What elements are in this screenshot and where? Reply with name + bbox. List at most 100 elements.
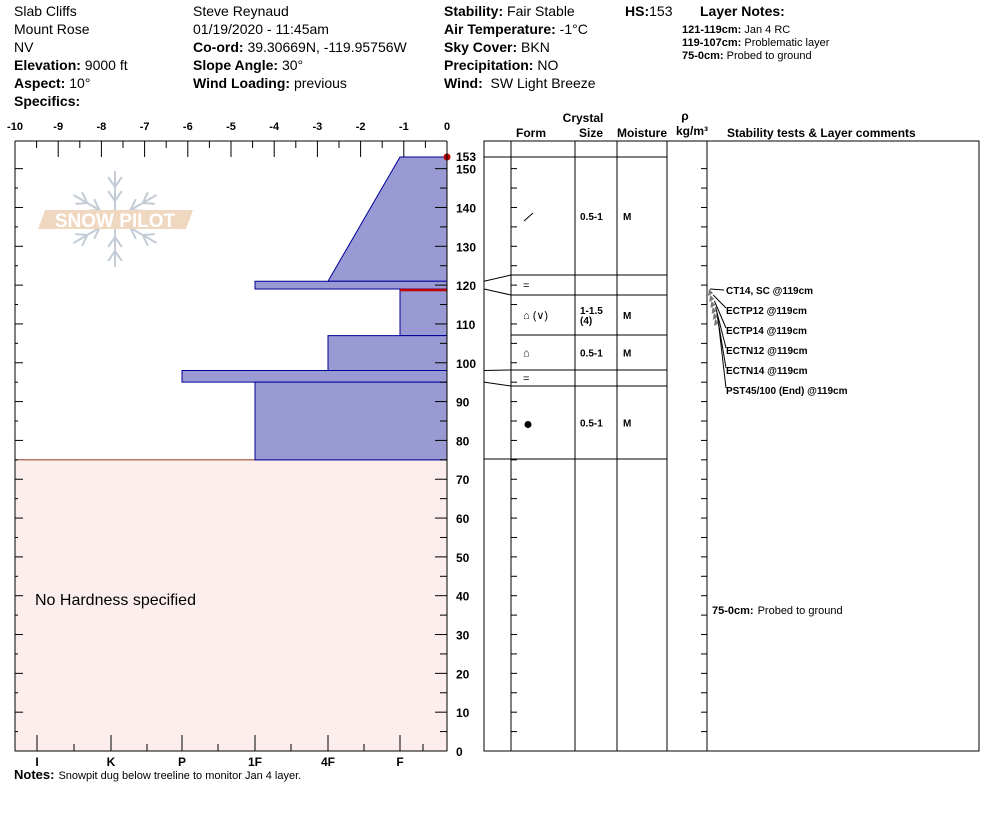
form-rounds-icon xyxy=(524,421,532,428)
aspect: Aspect: 10° xyxy=(14,75,91,91)
precipitation: Precipitation: NO xyxy=(444,57,559,73)
moisture-value: M xyxy=(623,419,631,430)
x-tick-label: -3 xyxy=(313,121,323,133)
snowpilot-logo: SNOW PILOT xyxy=(38,171,193,267)
test-arrowhead xyxy=(712,313,718,320)
moisture-value: M xyxy=(623,349,631,360)
layer-note: 75-0cm: Probed to ground xyxy=(682,50,812,62)
layer-connector xyxy=(483,381,512,387)
depth-label: 130 xyxy=(456,240,476,254)
hardness-label: P xyxy=(178,755,186,769)
layer-notes-title: Layer Notes: xyxy=(700,3,785,19)
depth-label: 60 xyxy=(456,512,470,526)
snowflake-branch xyxy=(93,227,101,240)
form-symbol: = xyxy=(523,373,529,385)
area: Mount Rose xyxy=(14,21,90,37)
layer-connector xyxy=(483,288,512,296)
depth-label: 100 xyxy=(456,357,476,371)
wind: Wind: SW Light Breeze xyxy=(444,75,596,91)
x-tick-label: 0 xyxy=(444,121,450,133)
x-tick-label: -9 xyxy=(53,121,63,133)
snowflake-branch xyxy=(142,233,155,236)
snowflake-branch xyxy=(107,176,116,188)
test-arrow xyxy=(713,300,727,329)
form-symbol: ⌂ (∨) xyxy=(523,310,548,322)
datetime: 01/19/2020 - 11:45am xyxy=(193,21,329,37)
depth-label: 30 xyxy=(456,629,470,643)
hardness-label: I xyxy=(35,755,38,769)
hardness-label: 4F xyxy=(321,755,335,769)
test-arrow xyxy=(717,318,727,389)
depth-label: 50 xyxy=(456,551,470,565)
snowflake-branch xyxy=(114,176,123,188)
elevation: Elevation: 9000 ft xyxy=(14,57,128,73)
moisture-value: M xyxy=(623,212,631,223)
test-arrowhead xyxy=(708,289,713,296)
snowflake-branch xyxy=(75,202,88,205)
x-tick-label: -5 xyxy=(226,121,236,133)
depth-label: 110 xyxy=(456,318,476,332)
logo-text: SNOW PILOT xyxy=(55,211,176,232)
x-tick-label: -1 xyxy=(399,121,409,133)
hardness-label: 1F xyxy=(248,755,262,769)
sky-cover: Sky Cover: BKN xyxy=(444,39,550,55)
snowflake-branch xyxy=(75,233,88,236)
depth-label: 40 xyxy=(456,590,470,604)
size-value: 0.5-1 xyxy=(580,212,603,223)
hardness-layer xyxy=(254,280,448,290)
snowflake-branch xyxy=(129,227,137,240)
hardness-label: F xyxy=(396,755,403,769)
snowflake-branch xyxy=(81,234,89,247)
layer-connector xyxy=(483,274,512,282)
snowflake-branch xyxy=(141,234,149,247)
hs-label: 153 xyxy=(456,150,476,164)
stability-test: ECTP14 @119cm xyxy=(726,326,807,337)
layer-table xyxy=(483,140,980,752)
no-hardness-text: No Hardness specified xyxy=(35,592,196,609)
col-moisture: Moisture xyxy=(617,126,667,140)
hardness-layer xyxy=(181,370,448,383)
layer-note: 121-119cm: Jan 4 RC xyxy=(682,24,791,36)
layer-note: 119-107cm: Problematic layer xyxy=(682,37,830,49)
hardness-layer xyxy=(254,381,448,461)
snowflake-branch xyxy=(107,236,116,248)
depth-label: 150 xyxy=(456,163,476,177)
snowflake-branch xyxy=(141,191,149,204)
test-arrow xyxy=(712,294,727,309)
notes: Notes: Snowpit dug below treeline to moni… xyxy=(14,767,301,782)
col-crystal: Crystal xyxy=(563,111,604,125)
air-temperature: Air Temperature: -1°C xyxy=(444,21,588,37)
observer: Steve Reynaud xyxy=(193,3,289,19)
hardness-layer xyxy=(327,156,448,282)
col-comments: Stability tests & Layer comments xyxy=(727,126,916,140)
depth-label: 120 xyxy=(456,279,476,293)
stability-test: ECTN14 @119cm xyxy=(726,366,808,377)
location: Slab Cliffs xyxy=(14,3,77,19)
snowflake-branch xyxy=(129,198,137,211)
test-arrowhead xyxy=(714,319,719,326)
depth-label: 20 xyxy=(456,667,470,681)
stability-test: CT14, SC @119cm xyxy=(726,286,813,297)
snowflake-branch xyxy=(114,236,123,248)
x-tick-label: -7 xyxy=(140,121,150,133)
size-value: (4) xyxy=(580,316,592,327)
specifics: Specifics: xyxy=(14,93,81,109)
layer-comment: 75-0cm: Probed to ground xyxy=(712,605,843,617)
test-arrowhead xyxy=(710,301,716,308)
hardness-layer xyxy=(399,288,448,337)
size-value: 1-1.5 xyxy=(580,306,603,317)
depth-label: 80 xyxy=(456,434,470,448)
form-facets-icon xyxy=(523,212,534,222)
col-rho: ρ xyxy=(681,109,688,123)
no-hardness-region xyxy=(14,459,448,752)
test-arrowhead xyxy=(711,307,717,314)
state: NV xyxy=(14,39,34,55)
layer-connector xyxy=(483,369,512,372)
moisture-value: M xyxy=(623,311,631,322)
x-tick-label: -6 xyxy=(183,121,193,133)
form-symbol: ⌂ xyxy=(523,348,530,360)
depth-label: 140 xyxy=(456,201,476,215)
form-symbol: = xyxy=(523,280,529,292)
coord: Co-ord: 39.30669N, -119.95756W xyxy=(193,39,407,55)
depth-label: 90 xyxy=(456,396,470,410)
